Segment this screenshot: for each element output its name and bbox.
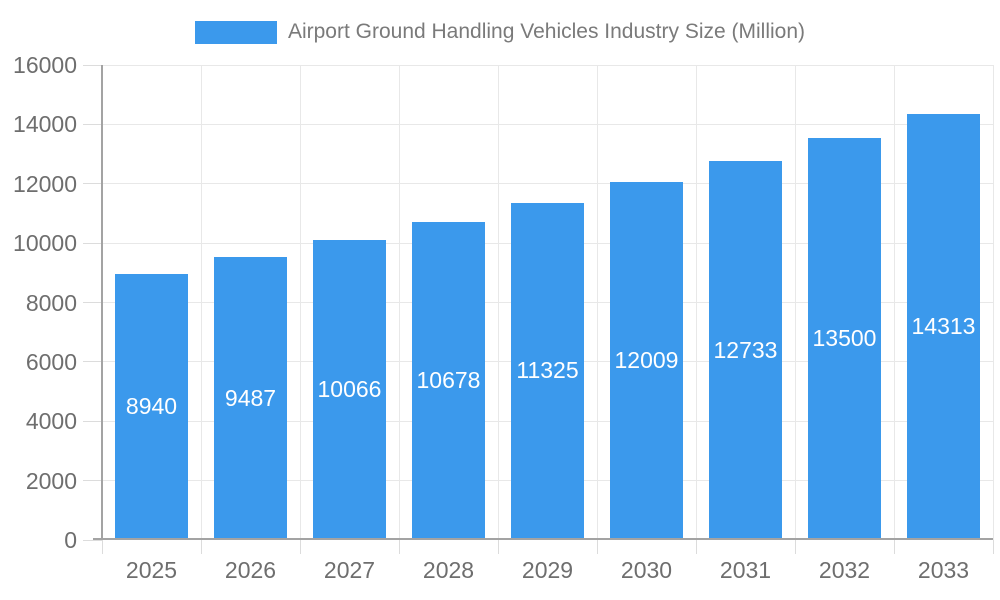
x-axis-tick-label: 2030 bbox=[620, 557, 673, 583]
bar[interactable]: 9487 bbox=[214, 257, 287, 539]
x-tick-mark bbox=[497, 540, 499, 554]
bar[interactable]: 13500 bbox=[808, 138, 881, 539]
x-axis-tick-label: 2025 bbox=[125, 557, 178, 583]
gridline-vertical bbox=[794, 65, 796, 540]
x-axis-tick-label: 2033 bbox=[917, 557, 970, 583]
y-tick-mark bbox=[83, 361, 102, 363]
y-tick-mark bbox=[83, 123, 102, 125]
x-tick-mark bbox=[101, 540, 103, 554]
y-axis-line bbox=[101, 65, 103, 540]
gridline-vertical bbox=[299, 65, 301, 540]
gridline-vertical bbox=[695, 65, 697, 540]
bar-value-label: 8940 bbox=[125, 392, 178, 419]
y-axis-tick-label: 6000 bbox=[25, 348, 77, 375]
bar-value-label: 10066 bbox=[317, 376, 382, 403]
gridline-vertical bbox=[992, 65, 994, 540]
gridline-horizontal bbox=[102, 123, 993, 125]
bar[interactable]: 14313 bbox=[907, 114, 980, 539]
x-axis-tick-label: 2032 bbox=[818, 557, 871, 583]
x-tick-mark bbox=[200, 540, 202, 554]
plot-area: 8940 9487 10066 10678 11325 12009 12733 13500 14… bbox=[83, 64, 994, 554]
x-axis-tick-label: 2027 bbox=[323, 557, 376, 583]
x-tick-mark bbox=[695, 540, 697, 554]
legend[interactable]: Airport Ground Handling Vehicles Industr… bbox=[0, 17, 1000, 47]
y-tick-mark bbox=[83, 539, 102, 541]
y-axis-tick-label: 0 bbox=[64, 527, 77, 553]
bar-value-label: 13500 bbox=[812, 325, 877, 352]
y-axis-tick-label: 2000 bbox=[25, 467, 77, 494]
y-axis-labels: 0 2000 4000 6000 8000 10000 12000 14000 16000 bbox=[0, 52, 77, 553]
bar[interactable]: 11325 bbox=[511, 202, 584, 539]
bar-value-label: 11325 bbox=[516, 357, 579, 384]
y-tick-mark bbox=[83, 302, 102, 303]
bar-value-label: 12733 bbox=[713, 336, 778, 363]
x-axis-tick-label: 2029 bbox=[521, 557, 574, 583]
y-tick-mark bbox=[83, 420, 102, 422]
legend-label: Airport Ground Handling Vehicles Industr… bbox=[287, 20, 806, 43]
y-tick-mark bbox=[83, 242, 102, 244]
y-axis-tick-label: 12000 bbox=[13, 170, 77, 197]
bar-value-label: 10678 bbox=[416, 367, 481, 393]
x-axis-line bbox=[93, 538, 993, 540]
x-tick-mark bbox=[299, 540, 301, 554]
gridline-vertical bbox=[893, 65, 895, 540]
x-axis-labels: 2025 2026 2027 2028 2029 2030 2031 2032 2033 bbox=[102, 551, 993, 591]
x-tick-mark bbox=[398, 540, 400, 554]
bar-value-label: 12009 bbox=[614, 347, 679, 374]
x-tick-mark bbox=[992, 540, 994, 554]
x-axis-tick-label: 2031 bbox=[719, 557, 772, 583]
bar-value-label: 9487 bbox=[224, 384, 277, 411]
x-tick-mark bbox=[596, 540, 598, 554]
y-axis-tick-label: 4000 bbox=[25, 408, 77, 435]
y-tick-mark bbox=[83, 480, 102, 482]
gridline-vertical bbox=[497, 65, 499, 540]
gridline-vertical bbox=[398, 65, 400, 540]
y-tick-mark bbox=[83, 183, 102, 185]
y-axis-tick-label: 16000 bbox=[13, 52, 77, 78]
y-axis-tick-label: 14000 bbox=[13, 111, 77, 138]
y-tick-mark bbox=[83, 64, 102, 66]
gridline-vertical bbox=[200, 65, 202, 540]
x-tick-mark bbox=[893, 540, 895, 554]
gridline-vertical bbox=[596, 65, 598, 540]
gridline-horizontal bbox=[102, 64, 993, 66]
y-axis-tick-label: 10000 bbox=[13, 230, 77, 257]
x-axis-tick-label: 2028 bbox=[422, 557, 475, 583]
bar[interactable]: 12733 bbox=[709, 161, 782, 539]
bar[interactable]: 8940 bbox=[115, 273, 188, 539]
bar-value-label: 14313 bbox=[911, 313, 976, 340]
x-tick-mark bbox=[794, 540, 796, 554]
legend-swatch[interactable] bbox=[194, 20, 277, 44]
bar[interactable]: 12009 bbox=[610, 182, 683, 539]
bar[interactable]: 10678 bbox=[412, 222, 485, 539]
gridline-horizontal bbox=[102, 183, 993, 185]
bar[interactable]: 10066 bbox=[313, 240, 386, 539]
y-axis-tick-label: 8000 bbox=[25, 289, 77, 316]
x-axis-tick-label: 2026 bbox=[224, 557, 277, 583]
